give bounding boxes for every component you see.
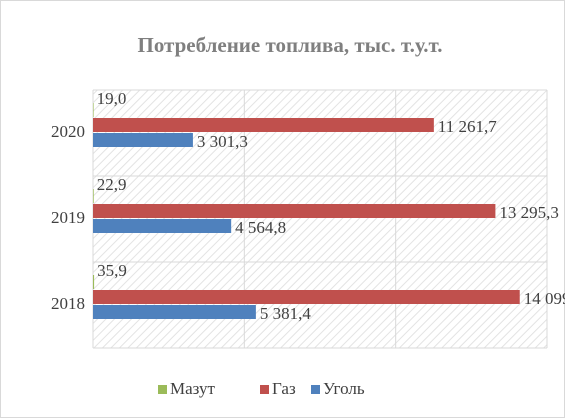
legend-label: Газ: [272, 379, 296, 398]
data-label: 4 564,8: [235, 218, 286, 237]
bar: [93, 133, 193, 147]
bar: [93, 290, 520, 304]
bar: [93, 204, 496, 218]
data-label: 3 301,3: [197, 132, 248, 151]
bar: [93, 118, 434, 132]
y-tick-label: 2019: [51, 208, 85, 227]
bar: [93, 305, 256, 319]
legend-swatch: [158, 385, 167, 394]
legend-label: Мазут: [170, 379, 216, 398]
bar: [93, 219, 232, 233]
data-label: 13 295,3: [499, 203, 559, 222]
data-label: 22,9: [97, 175, 127, 194]
legend-label: Уголь: [323, 379, 365, 398]
data-label: 14 099,1: [524, 289, 565, 308]
chart-title: Потребление топлива, тыс. т.у.т.: [138, 33, 443, 57]
bar: [93, 189, 94, 203]
legend-swatch: [260, 385, 269, 394]
y-tick-label: 2020: [51, 122, 85, 141]
legend-swatch: [311, 385, 320, 394]
data-label: 5 381,4: [260, 304, 312, 323]
data-label: 11 261,7: [438, 117, 497, 136]
bar: [93, 275, 95, 289]
bar: [93, 103, 94, 117]
data-label: 19,0: [97, 89, 127, 108]
y-tick-label: 2018: [51, 294, 85, 313]
data-label: 35,9: [97, 261, 127, 280]
